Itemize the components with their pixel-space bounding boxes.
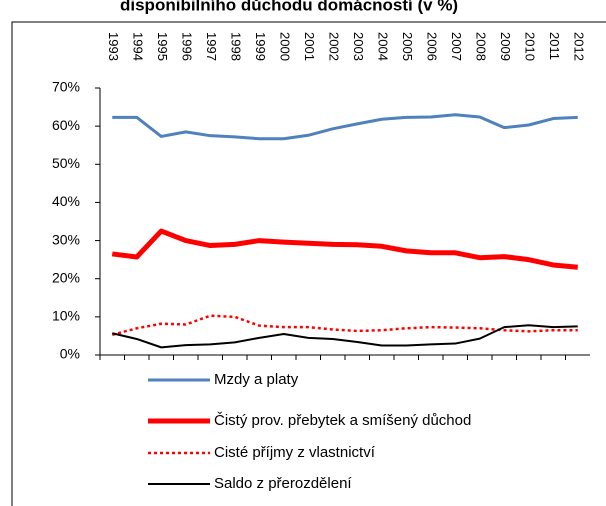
y-tick-label: 40%: [52, 193, 80, 209]
y-tick-label: 50%: [52, 155, 80, 171]
legend-label: Mzdy a platy: [214, 371, 299, 388]
x-tick-label: 1995: [155, 32, 170, 61]
x-tick-label: 2005: [400, 32, 415, 61]
y-tick-label: 0%: [60, 346, 80, 362]
x-tick-label: 2003: [351, 32, 366, 61]
y-tick-label: 60%: [52, 117, 80, 133]
x-tick-label: 1998: [228, 32, 243, 61]
x-tick-label: 2004: [375, 32, 390, 61]
x-tick-label: 1999: [253, 32, 268, 61]
legend-label: Čistý prov. přebytek a smíšený důchod: [214, 412, 471, 429]
series-line: [112, 324, 578, 349]
chart-title: disponibilního důchodu domácností (v %): [120, 0, 458, 14]
x-tick-label: 1996: [179, 32, 194, 61]
y-tick-label: 10%: [52, 308, 80, 324]
x-tick-label: 2012: [571, 32, 586, 61]
legend-label: Cisté příjmy z vlastnictví: [214, 444, 376, 461]
x-tick-label: 2007: [449, 32, 464, 61]
x-tick-label: 1993: [106, 32, 121, 61]
x-tick-label: 2008: [473, 32, 488, 61]
y-tick-label: 30%: [52, 231, 80, 247]
x-tick-label: 2001: [302, 32, 317, 61]
x-tick-label: 2002: [326, 32, 341, 61]
series-line: [111, 228, 578, 270]
y-tick-label: 70%: [52, 79, 80, 95]
frame: [11, 21, 606, 506]
x-tick-label: 2010: [522, 32, 537, 61]
x-tick-label: 1997: [204, 32, 219, 61]
x-tick-label: 2000: [277, 32, 292, 61]
x-tick-label: 2011: [547, 32, 562, 60]
y-tick-label: 20%: [52, 269, 80, 285]
x-tick-label: 1994: [130, 32, 145, 61]
x-tick-label: 2006: [424, 32, 439, 61]
series-line: [112, 113, 578, 141]
legend-label: Saldo z přerozdělení: [214, 475, 352, 492]
x-tick-label: 2009: [498, 32, 513, 61]
